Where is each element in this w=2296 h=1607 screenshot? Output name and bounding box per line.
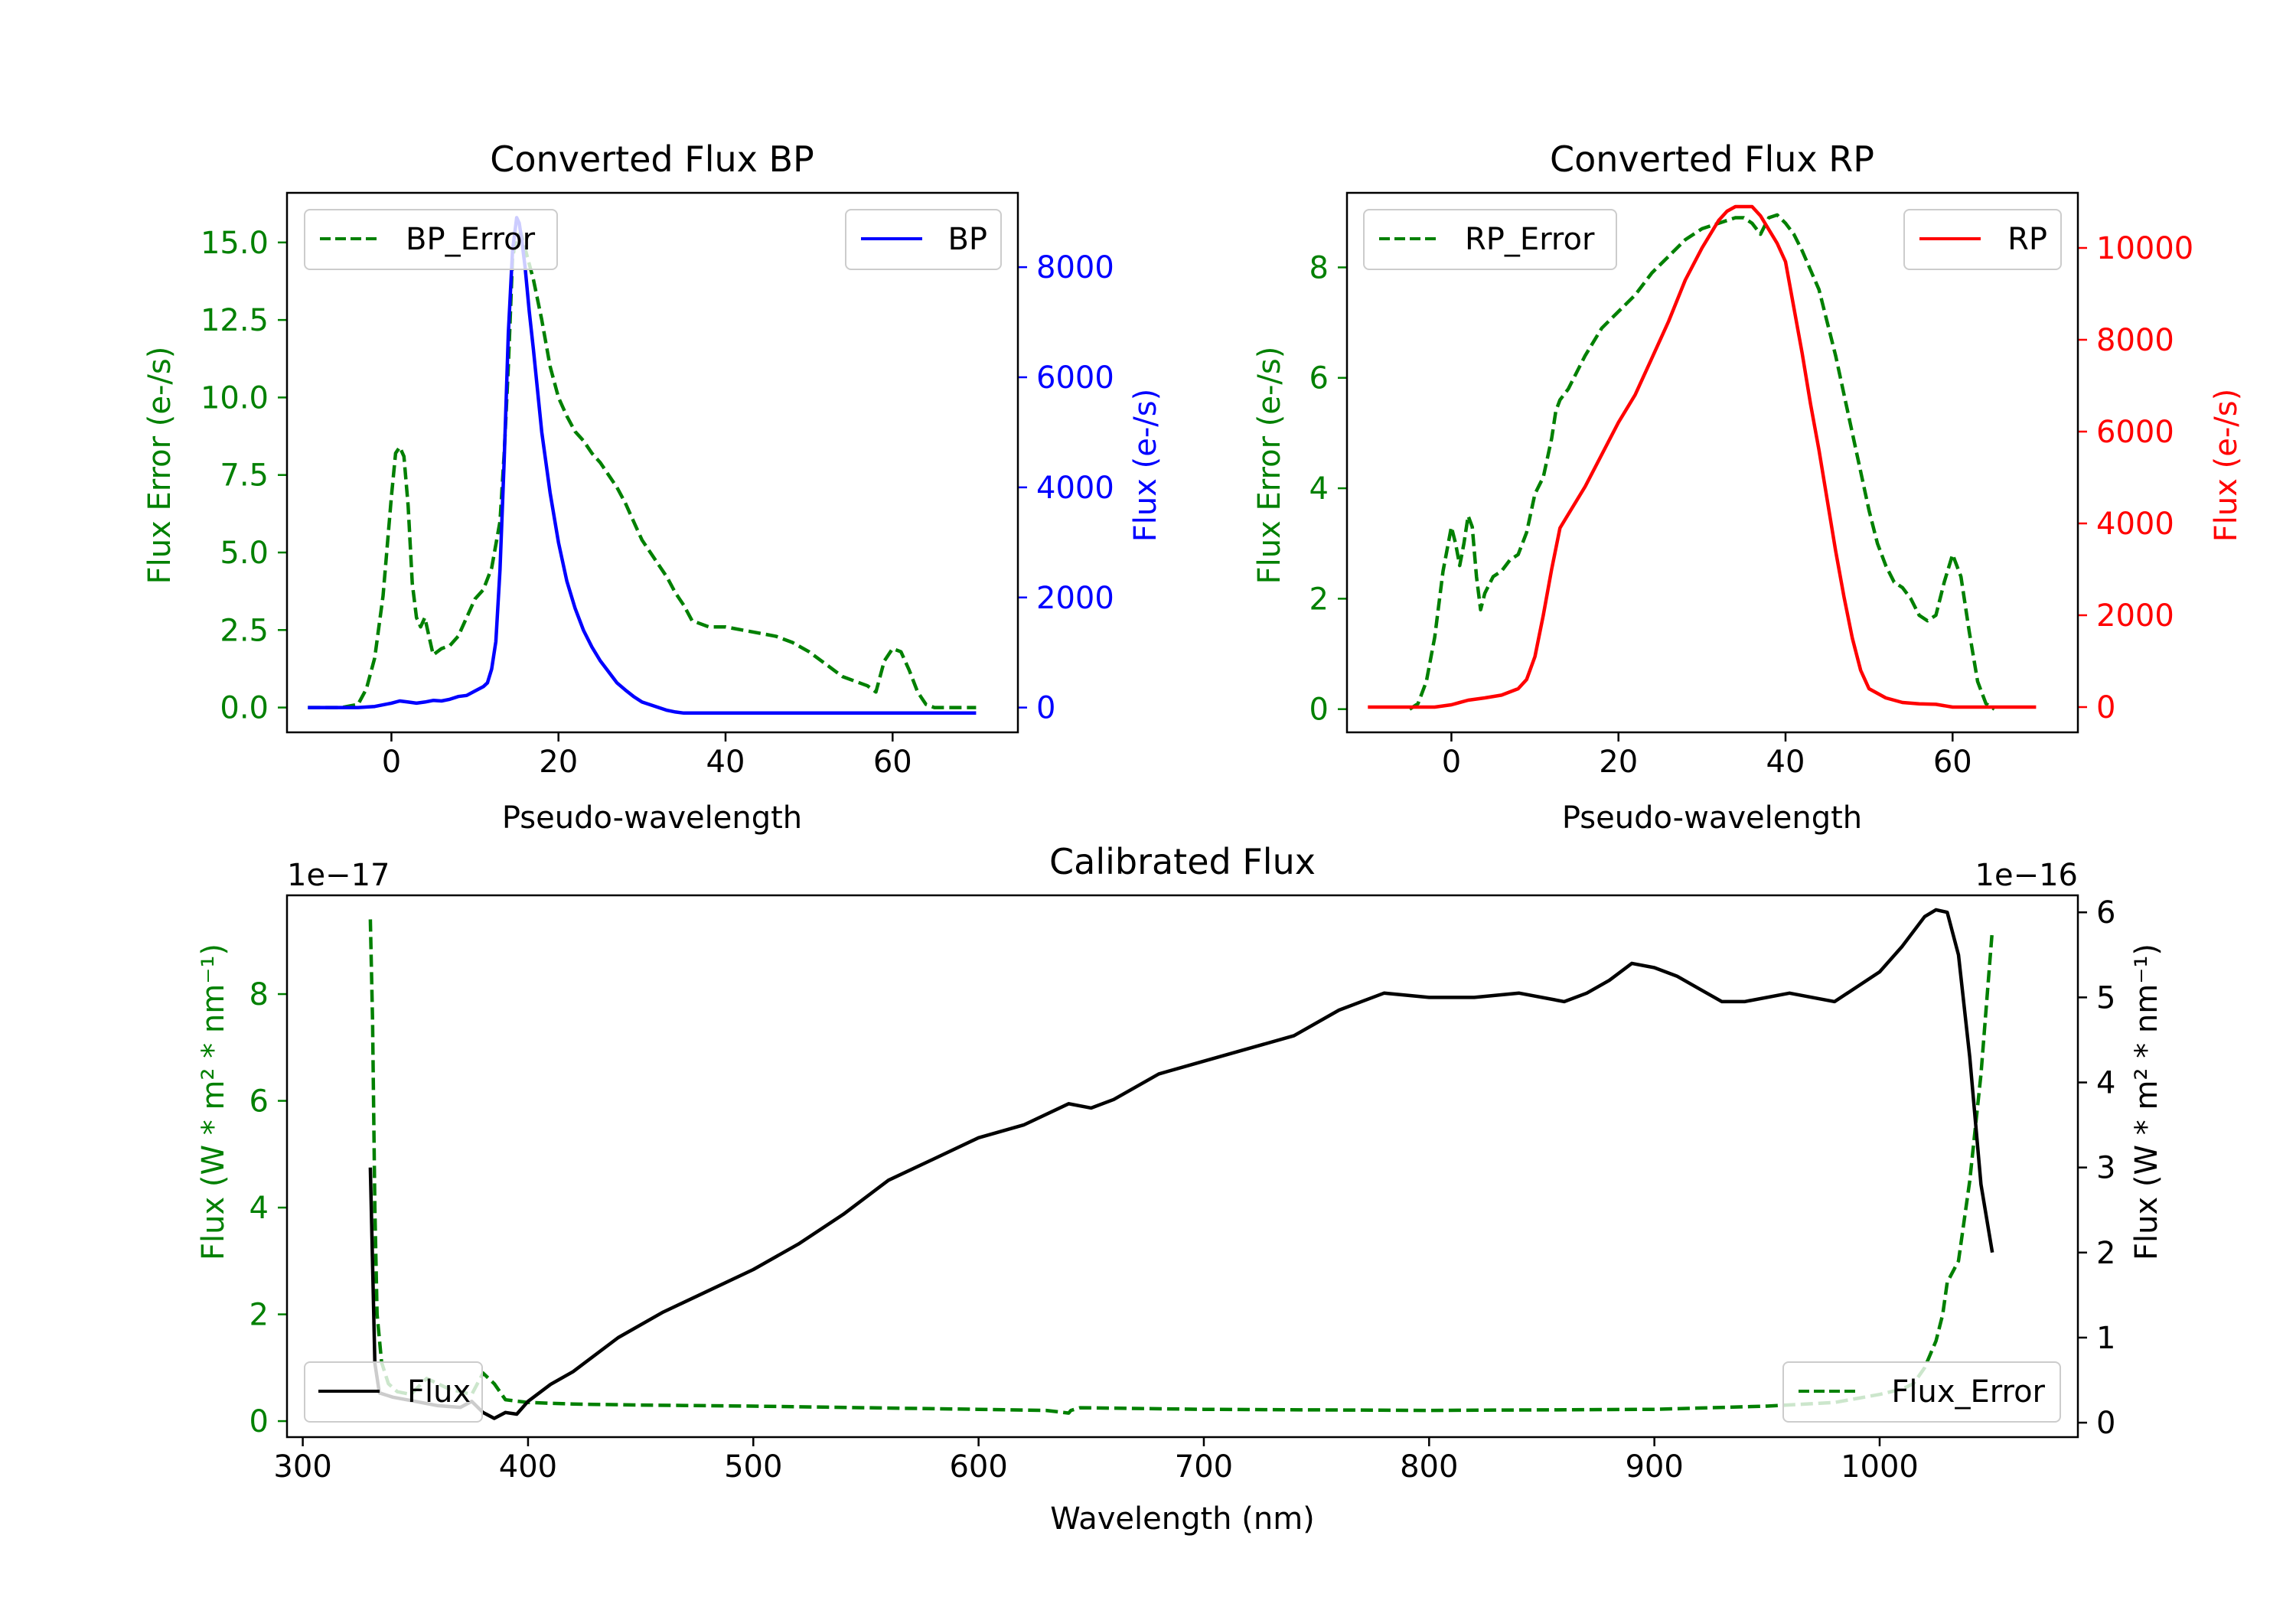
rp-ylabel-left: Flux Error (e-/s) [1252, 347, 1287, 585]
bp-legend-left: BP_Error [304, 209, 558, 270]
rp-ylabel-right: Flux (e-/s) [2209, 389, 2244, 542]
rp-panel: Converted Flux RP Pseudo-wavelength Flux… [1252, 139, 2244, 836]
cal-ytick-right-label: 5 [2096, 980, 2115, 1015]
bp-title: Converted Flux BP [490, 139, 814, 180]
bp-xtick-label: 60 [873, 745, 912, 780]
bp-plot-area: 0 20 40 60 0.0 2.5 5.0 7.5 10.0 12.5 15.0 0 2000 4000… [201, 216, 1114, 780]
rp-frame [1345, 191, 2079, 734]
cal-title: Calibrated Flux [1049, 841, 1316, 882]
rp-series-rp [1368, 204, 2037, 709]
rp-legend-flux-label: RP [2007, 222, 2047, 257]
bp-ytick-left-label: 7.5 [220, 458, 269, 494]
bp-series-bp [308, 216, 977, 715]
cal-xtick-label: 400 [499, 1449, 557, 1485]
cal-ytick-left-label: 6 [249, 1084, 269, 1120]
cal-ytick-left-label: 0 [249, 1404, 269, 1439]
bp-frame [285, 191, 1019, 734]
bp-ylabel-right: Flux (e-/s) [1128, 389, 1163, 542]
cal-ytick-right-label: 6 [2096, 895, 2115, 931]
bp-xlabel: Pseudo-wavelength [502, 800, 802, 836]
cal-ytick-left-label: 2 [249, 1298, 269, 1333]
rp-ytick-left-label: 0 [1309, 693, 1329, 728]
bp-ytick-right-label: 8000 [1036, 250, 1114, 285]
rp-xtick-label: 0 [1442, 745, 1461, 780]
cal-xtick-label: 600 [949, 1449, 1007, 1485]
bp-legend-right-box [845, 209, 1002, 270]
rp-plot-area: 0 20 40 60 0 2 4 6 8 0 2000 4000 6000 8000 10000 [1309, 204, 2193, 780]
cal-offset-right: 1e−16 [1975, 858, 2078, 893]
bp-ylabel-left: Flux Error (e-/s) [142, 347, 178, 585]
rp-legend-right-box [1903, 209, 2062, 270]
cal-legend-error-label: Flux_Error [1891, 1374, 2045, 1410]
rp-ytick-right-label: 2000 [2096, 598, 2174, 634]
rp-xtick-label: 40 [1766, 745, 1805, 780]
cal-ylabel-left: Flux (W * m² * nm⁻¹) [196, 944, 231, 1260]
bp-legend-error-label: BP_Error [406, 222, 536, 257]
cal-legend-right-box [1782, 1361, 2061, 1423]
cal-ytick-left-label: 8 [249, 977, 269, 1012]
cal-xtick-label: 800 [1400, 1449, 1458, 1485]
rp-title: Converted Flux RP [1550, 139, 1874, 180]
cal-legend-right: Flux_Error [1782, 1361, 2061, 1423]
bp-ytick-left-label: 15.0 [201, 226, 269, 261]
rp-ytick-right-label: 6000 [2096, 415, 2174, 450]
cal-plot-area: 300 400 500 600 700 800 900 1000 0 2 4 6 8 0 1 2 3 4 5 6 [249, 895, 2116, 1485]
bp-legend-left-box [304, 209, 558, 270]
cal-ytick-right-label: 0 [2096, 1406, 2115, 1441]
bp-ytick-left-label: 10.0 [201, 380, 269, 416]
cal-ytick-right-label: 3 [2096, 1151, 2115, 1186]
bp-legend-right: BP [845, 209, 1002, 270]
rp-ytick-left-label: 2 [1309, 582, 1329, 617]
rp-legend-error-label: RP_Error [1465, 222, 1595, 257]
cal-xtick-label: 900 [1625, 1449, 1683, 1485]
cal-ytick-right-label: 2 [2096, 1236, 2115, 1271]
rp-ytick-right-label: 4000 [2096, 507, 2174, 542]
bp-legend-flux-label: BP [947, 222, 987, 257]
bp-panel: Converted Flux BP Pseudo-wavelength Flux… [142, 139, 1163, 836]
bp-ytick-left-label: 12.5 [201, 303, 269, 338]
rp-ytick-left-label: 4 [1309, 471, 1329, 507]
rp-legend-left: RP_Error [1363, 209, 1617, 270]
cal-ytick-left-label: 4 [249, 1191, 269, 1226]
cal-legend-left: Flux [304, 1361, 483, 1423]
rp-ytick-right-label: 0 [2096, 690, 2115, 725]
bp-ytick-right-label: 0 [1036, 691, 1055, 726]
rp-ytick-left-label: 8 [1309, 250, 1329, 285]
cal-xtick-label: 1000 [1841, 1449, 1919, 1485]
bp-series-bp-error [308, 231, 977, 709]
cal-offset-left: 1e−17 [287, 858, 390, 893]
rp-xlabel: Pseudo-wavelength [1562, 800, 1862, 836]
cal-legend-left-box [304, 1361, 483, 1423]
rp-ytick-right-label: 10000 [2096, 231, 2193, 266]
bp-ytick-left-label: 0.0 [220, 691, 269, 726]
rp-xtick-label: 20 [1599, 745, 1638, 780]
cal-panel: Calibrated Flux Wavelength (nm) 1e−17 1e… [196, 841, 2164, 1537]
cal-ytick-right-label: 4 [2096, 1066, 2115, 1101]
rp-ytick-left-label: 6 [1309, 361, 1329, 396]
bp-ytick-right-label: 4000 [1036, 471, 1114, 506]
cal-ytick-right-label: 1 [2096, 1321, 2115, 1356]
bp-xtick-label: 0 [382, 745, 401, 780]
cal-xtick-label: 300 [273, 1449, 331, 1485]
rp-legend-right: RP [1903, 209, 2062, 270]
cal-ylabel-right: Flux (W * m² * nm⁻¹) [2129, 944, 2164, 1260]
cal-frame [285, 894, 2079, 1439]
bp-xtick-label: 40 [706, 745, 745, 780]
bp-ytick-left-label: 5.0 [220, 536, 269, 571]
rp-ytick-right-label: 8000 [2096, 323, 2174, 358]
cal-xtick-label: 500 [724, 1449, 782, 1485]
cal-series-flux [368, 908, 1994, 1420]
bp-xtick-label: 20 [539, 745, 578, 780]
cal-legend-flux-label: Flux [407, 1374, 471, 1410]
bp-ytick-right-label: 6000 [1036, 360, 1114, 396]
bp-ytick-left-label: 2.5 [220, 613, 269, 648]
cal-xtick-label: 700 [1175, 1449, 1233, 1485]
bp-ytick-right-label: 2000 [1036, 581, 1114, 616]
rp-legend-left-box [1363, 209, 1617, 270]
rp-xtick-label: 60 [1933, 745, 1972, 780]
rp-series-rp-error [1408, 213, 1996, 711]
cal-xlabel: Wavelength (nm) [1050, 1501, 1315, 1537]
